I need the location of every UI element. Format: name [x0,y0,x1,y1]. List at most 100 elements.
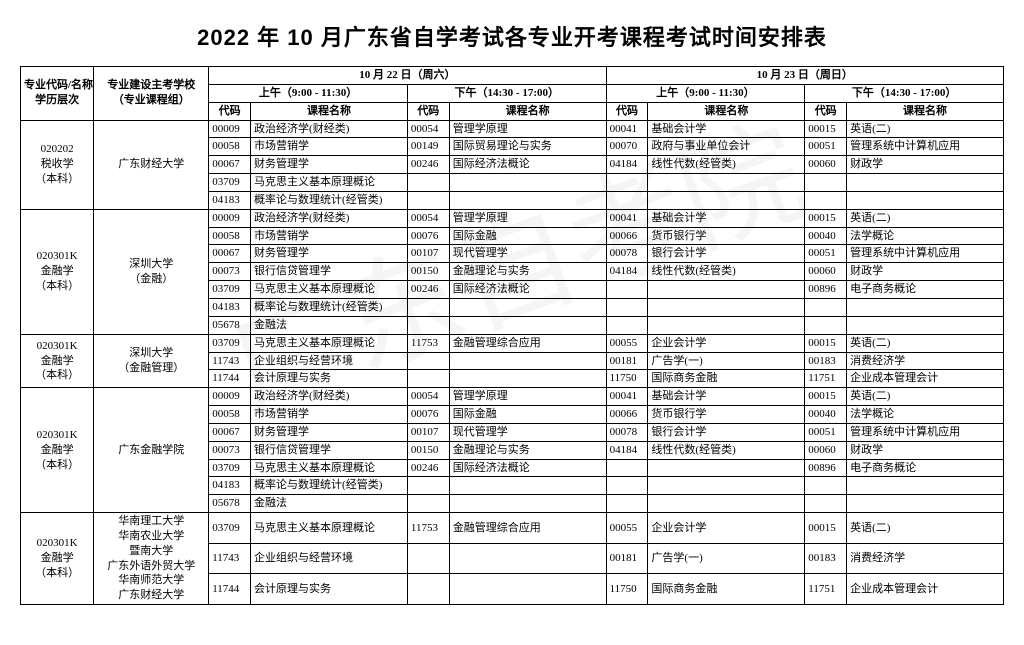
cell-course: 管理系统中计算机应用 [847,138,1004,156]
cell-code: 00896 [805,281,847,299]
cell-course: 消费经济学 [847,543,1004,574]
cell-code [606,191,648,209]
cell-course: 金融法 [251,495,408,513]
cell-major: 020301K金融学（本科） [21,388,94,513]
table-header: 专业代码/名称学历层次 专业建设主考学校（专业课程组） 10 月 22 日（周六… [21,67,1004,121]
th-day1: 10 月 22 日（周六） [209,67,606,85]
cell-course [449,316,606,334]
cell-course: 企业会计学 [648,513,805,544]
cell-code: 05678 [209,316,251,334]
cell-course [847,495,1004,513]
cell-course: 国际商务金融 [648,574,805,605]
cell-course: 会计原理与实务 [251,574,408,605]
cell-course: 马克思主义基本原理概论 [251,281,408,299]
th-d2-pm: 下午（14:30 - 17:00） [805,84,1004,102]
cell-course [449,174,606,192]
cell-course: 金融管理综合应用 [449,513,606,544]
cell-course: 电子商务概论 [847,459,1004,477]
cell-code: 11750 [606,574,648,605]
cell-course: 企业成本管理会计 [847,370,1004,388]
cell-course: 法学概论 [847,227,1004,245]
cell-code: 00009 [209,209,251,227]
cell-code: 00066 [606,406,648,424]
cell-code: 00107 [407,423,449,441]
cell-code: 00055 [606,513,648,544]
cell-course: 英语(二) [847,120,1004,138]
cell-course: 现代管理学 [449,245,606,263]
cell-code: 00073 [209,263,251,281]
cell-code [407,495,449,513]
cell-code [805,298,847,316]
cell-course: 管理系统中计算机应用 [847,423,1004,441]
cell-course: 企业组织与经营环境 [251,543,408,574]
cell-code: 00054 [407,209,449,227]
cell-code [407,543,449,574]
cell-course [648,191,805,209]
cell-course: 货币银行学 [648,227,805,245]
cell-code [407,352,449,370]
cell-code: 00015 [805,120,847,138]
cell-course: 英语(二) [847,334,1004,352]
cell-course [648,298,805,316]
cell-course [449,477,606,495]
cell-course: 企业组织与经营环境 [251,352,408,370]
cell-code: 00015 [805,513,847,544]
cell-code: 04183 [209,477,251,495]
cell-course: 广告学(一) [648,543,805,574]
cell-course [847,191,1004,209]
cell-code [407,316,449,334]
cell-course: 市场营销学 [251,227,408,245]
cell-course: 政治经济学(财经类) [251,388,408,406]
cell-school: 深圳大学（金融管理） [94,334,209,388]
cell-course [449,352,606,370]
cell-code: 00896 [805,459,847,477]
cell-code: 00070 [606,138,648,156]
cell-course: 英语(二) [847,209,1004,227]
schedule-table: 专业代码/名称学历层次 专业建设主考学校（专业课程组） 10 月 22 日（周六… [20,66,1004,605]
cell-course: 管理学原理 [449,120,606,138]
cell-code: 11751 [805,370,847,388]
cell-code [407,174,449,192]
cell-code: 04184 [606,263,648,281]
cell-course: 金融法 [251,316,408,334]
cell-course: 国际贸易理论与实务 [449,138,606,156]
cell-code: 00009 [209,120,251,138]
cell-course: 国际金融 [449,406,606,424]
cell-code: 11744 [209,370,251,388]
cell-course [847,298,1004,316]
cell-code: 00078 [606,423,648,441]
cell-code [407,477,449,495]
cell-code: 00055 [606,334,648,352]
cell-course: 金融管理综合应用 [449,334,606,352]
cell-code: 00181 [606,352,648,370]
cell-code: 00015 [805,209,847,227]
cell-code: 00051 [805,423,847,441]
cell-school: 广东财经大学 [94,120,209,209]
cell-code: 11750 [606,370,648,388]
cell-school: 华南理工大学华南农业大学暨南大学广东外语外贸大学华南师范大学广东财经大学 [94,513,209,605]
cell-code: 00073 [209,441,251,459]
cell-code: 00015 [805,334,847,352]
table-row: 020301K金融学（本科）广东金融学院00009政治经济学(财经类)00054… [21,388,1004,406]
th-code: 代码 [209,102,251,120]
cell-course [449,543,606,574]
cell-course [449,574,606,605]
cell-code: 00150 [407,263,449,281]
cell-code: 04184 [606,156,648,174]
cell-course [449,370,606,388]
cell-code: 00246 [407,281,449,299]
cell-code [606,281,648,299]
cell-code [805,191,847,209]
cell-course: 线性代数(经管类) [648,441,805,459]
cell-code: 00078 [606,245,648,263]
cell-code [606,459,648,477]
th-course: 课程名称 [251,102,408,120]
cell-course: 财政学 [847,441,1004,459]
table-row: 020301K金融学（本科）华南理工大学华南农业大学暨南大学广东外语外贸大学华南… [21,513,1004,544]
cell-course: 管理学原理 [449,388,606,406]
cell-code: 11753 [407,334,449,352]
cell-major: 020301K金融学（本科） [21,209,94,334]
th-course: 课程名称 [648,102,805,120]
cell-course [449,191,606,209]
cell-code: 00015 [805,388,847,406]
